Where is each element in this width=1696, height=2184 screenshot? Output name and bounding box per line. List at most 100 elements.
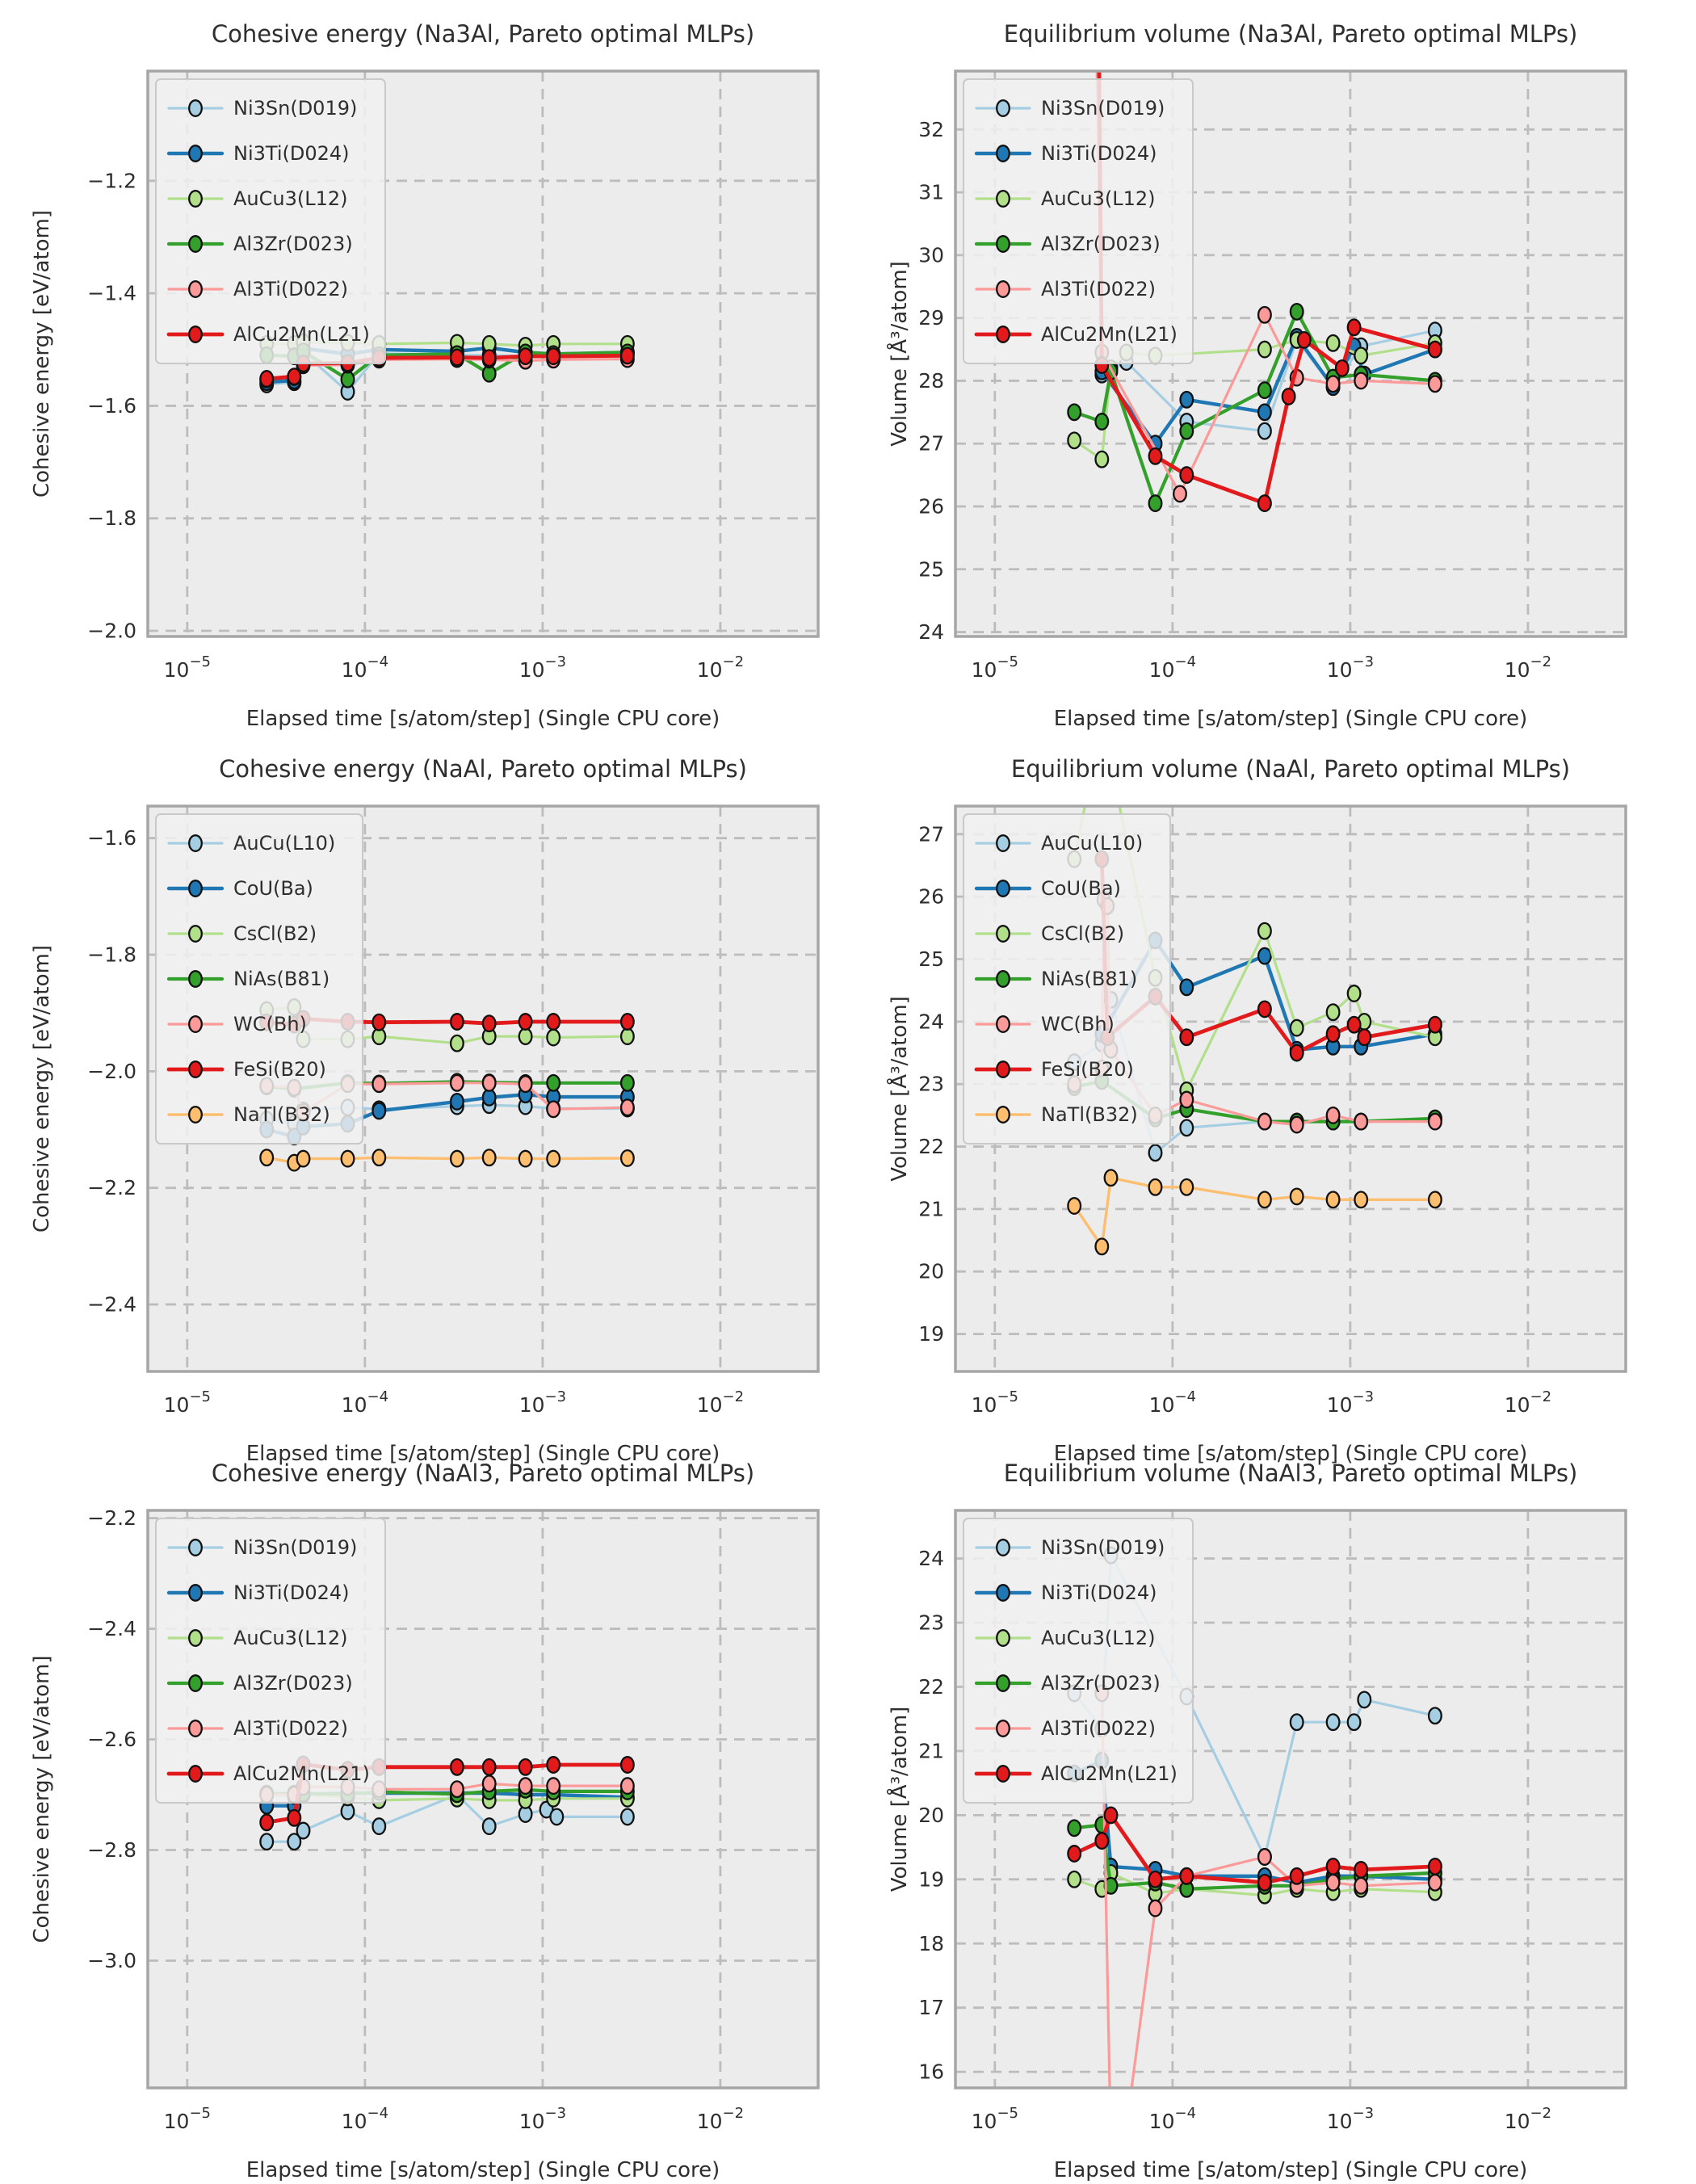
legend-marker (188, 834, 203, 852)
data-point-marker (449, 1092, 464, 1111)
x-tick-label: 10−3 (1327, 2105, 1374, 2133)
data-point-marker (1325, 1873, 1341, 1892)
y-tick-label: −1.2 (87, 169, 136, 192)
chart-title: Cohesive energy (NaAl, Pareto optimal ML… (219, 755, 747, 783)
legend-item: Ni3Sn(D019) (167, 97, 357, 120)
data-point-marker (259, 1149, 275, 1167)
legend-marker (996, 1720, 1010, 1737)
chart-title: Equilibrium volume (NaAl, Pareto optimal… (1011, 755, 1570, 783)
data-point-marker (1257, 1848, 1272, 1866)
y-tick-label: 25 (918, 947, 944, 971)
data-point-marker (1094, 450, 1110, 468)
legend-label: Al3Zr(D023) (1041, 1672, 1161, 1695)
legend-marker (996, 1629, 1010, 1647)
data-point-marker (1257, 340, 1272, 359)
data-point-marker (1289, 1867, 1304, 1885)
y-tick-label: −1.4 (87, 282, 136, 305)
y-tick-label: 18 (918, 1932, 944, 1955)
legend-marker (188, 326, 203, 343)
axes-frame (146, 804, 820, 1373)
x-tick-label: 10−3 (519, 653, 566, 682)
chart-title: Equilibrium volume (Na3Al, Pareto optima… (1004, 20, 1578, 48)
data-point-marker (1257, 1000, 1272, 1018)
data-point-marker (1281, 387, 1296, 405)
data-point-marker (1257, 1112, 1272, 1131)
data-point-marker (1325, 375, 1341, 393)
data-point-marker (1257, 403, 1272, 422)
x-tick-label: 10−4 (342, 1388, 388, 1417)
data-point-marker (619, 1013, 635, 1031)
data-point-marker (296, 1821, 311, 1840)
data-point-marker (372, 1075, 387, 1094)
legend-marker (188, 280, 203, 298)
legend-item: NiAs(B81) (166, 968, 330, 990)
data-point-marker (518, 1075, 533, 1094)
x-tick-label: 10−4 (1149, 2105, 1196, 2133)
legend-marker (996, 1060, 1010, 1078)
data-point-marker (1354, 372, 1369, 390)
legend-label: CoU(Ba) (1041, 877, 1121, 900)
legend-label: Ni3Ti(D024) (1041, 142, 1157, 165)
axes-frame (954, 804, 1627, 1373)
x-tick-label: 10−2 (697, 2105, 744, 2133)
legend-item: Ni3Sn(D019) (167, 1536, 357, 1559)
legend-box (155, 1518, 386, 1804)
y-tick-label: 28 (918, 369, 944, 393)
legend-item: Ni3Ti(D024) (166, 1581, 350, 1604)
legend-marker (996, 1674, 1010, 1692)
y-tick-label: 21 (918, 1739, 944, 1762)
data-point-marker (1257, 1873, 1272, 1892)
data-point-marker (287, 1833, 302, 1851)
data-point-marker (1173, 485, 1187, 503)
y-tick-label: 22 (918, 1675, 944, 1699)
legend-label: Al3Ti(D022) (233, 1717, 348, 1740)
data-point-marker (1427, 1873, 1442, 1892)
data-point-marker (481, 349, 497, 368)
data-point-marker (287, 1808, 302, 1827)
data-point-marker (1179, 390, 1194, 409)
y-tick-label: −1.8 (87, 506, 136, 530)
data-point-marker (481, 1774, 497, 1793)
data-point-marker (1346, 318, 1362, 337)
legend-item: AuCu3(L12) (167, 187, 348, 210)
legend-item: Ni3Ti(D024) (974, 142, 1157, 165)
legend-label: CoU(Ba) (233, 877, 313, 900)
data-point-marker (1148, 494, 1163, 513)
legend-item: CsCl(B2) (975, 922, 1124, 945)
data-point-marker (518, 1027, 533, 1046)
data-point-marker (1257, 305, 1272, 324)
x-tick-label: 10−4 (342, 653, 388, 682)
legend-label: Ni3Sn(D019) (1041, 1536, 1165, 1559)
legend-label: Al3Zr(D023) (233, 233, 353, 255)
legend-item: AuCu3(L12) (975, 187, 1156, 210)
data-point-marker (546, 1100, 561, 1119)
data-point-marker (259, 1813, 275, 1832)
data-point-marker (296, 1149, 311, 1168)
legend-item: FeSi(B20) (166, 1058, 326, 1081)
data-point-marker (372, 1102, 387, 1120)
y-tick-label: 22 (918, 1135, 944, 1158)
data-point-marker (1427, 375, 1442, 393)
series-line-Al3Zr(D023) (1073, 1823, 1438, 1891)
data-point-marker (1325, 334, 1341, 352)
axes-frame (146, 1509, 820, 2090)
legend-item: Al3Zr(D023) (166, 233, 353, 255)
legend-label: CsCl(B2) (1041, 922, 1124, 945)
x-tick-label: 10−4 (342, 2105, 388, 2133)
data-point-marker (449, 1073, 464, 1092)
data-point-marker (449, 1013, 464, 1031)
legend: Ni3Sn(D019) Ni3Ti(D024) AuCu3(L12) Al3Zr(D0… (155, 78, 386, 364)
data-point-marker (546, 347, 561, 366)
legend-marker (188, 880, 203, 897)
data-point-marker (1289, 302, 1304, 321)
data-point-marker (1289, 1115, 1304, 1134)
legend: Ni3Sn(D019) Ni3Ti(D024) AuCu3(L12) Al3Zr(D0… (963, 78, 1194, 364)
legend-item: AuCu(L10) (167, 832, 335, 855)
legend-marker (188, 970, 203, 988)
legend-label: AuCu(L10) (1041, 832, 1143, 855)
legend-marker (996, 880, 1010, 897)
x-tick-label: 10−4 (1149, 1388, 1196, 1417)
chart-na3al-volume: 24 25 26 27 28 29 30 31 32 10−5 10−4 10−3 10−2 Equili… (886, 20, 1627, 731)
data-point-marker (340, 1149, 355, 1168)
